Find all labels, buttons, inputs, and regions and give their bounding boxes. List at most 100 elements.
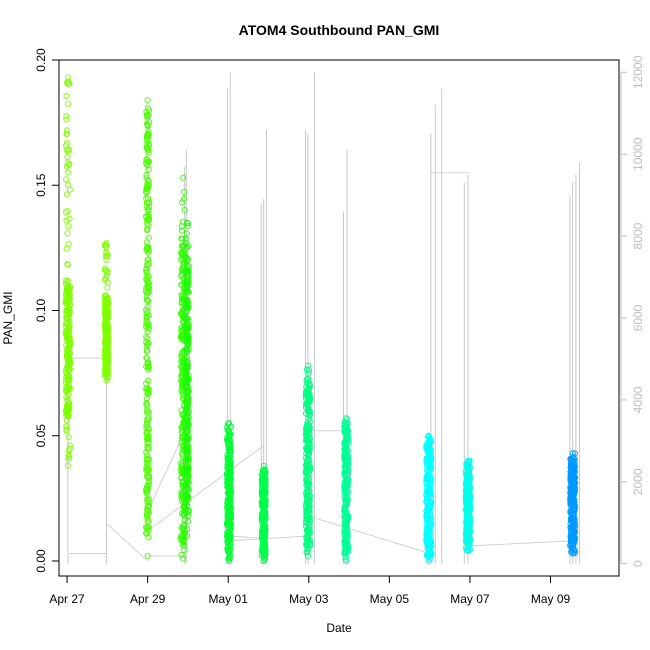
data-point — [184, 518, 192, 525]
data-point — [342, 430, 349, 437]
data-point — [306, 381, 313, 388]
data-point — [227, 511, 235, 518]
y-tick-label: 0.10 — [34, 298, 48, 322]
data-point — [185, 465, 192, 472]
data-point — [182, 426, 189, 433]
plot-frame — [58, 59, 620, 577]
data-point — [183, 254, 190, 261]
data-point — [260, 495, 268, 502]
data-point — [183, 348, 190, 355]
data-point — [143, 174, 150, 181]
data-point — [145, 285, 153, 292]
data-point — [178, 439, 185, 446]
data-point — [304, 428, 312, 435]
data-point — [185, 335, 192, 342]
data-point — [463, 537, 470, 544]
data-point — [184, 278, 191, 285]
data-point — [342, 532, 349, 539]
data-point — [181, 541, 188, 548]
data-point — [342, 469, 350, 476]
data-point — [426, 435, 433, 442]
data-point — [66, 445, 73, 452]
data-point — [102, 336, 110, 344]
data-point — [65, 344, 72, 352]
data-point — [63, 423, 70, 430]
data-point — [143, 239, 150, 246]
data-point — [145, 460, 152, 467]
data-point — [144, 297, 151, 304]
y2-tick-label: 4000 — [631, 386, 645, 413]
y-axis: 0.00 0.05 0.10 0.15 0.20 — [34, 48, 60, 573]
data-point — [64, 412, 71, 419]
data-cluster-5 — [223, 420, 235, 565]
data-point — [144, 308, 151, 315]
x-tick-label: Apr 27 — [49, 592, 85, 606]
data-point — [428, 465, 435, 472]
data-point — [425, 533, 432, 540]
data-point — [343, 415, 350, 422]
data-point — [63, 411, 71, 418]
data-point — [465, 495, 472, 502]
data-point — [145, 260, 152, 267]
data-point — [178, 222, 185, 230]
data-point — [428, 551, 435, 558]
data-point — [260, 557, 267, 565]
data-point — [427, 479, 434, 486]
data-point — [183, 326, 190, 333]
data-point — [65, 404, 72, 411]
data-point — [567, 497, 574, 504]
data-point — [64, 363, 71, 370]
data-point — [64, 462, 71, 469]
data-point — [227, 490, 235, 497]
data-point — [182, 448, 189, 455]
data-point — [426, 488, 433, 495]
data-point — [341, 429, 348, 436]
data-point — [63, 404, 70, 411]
data-point — [144, 440, 151, 447]
data-point — [103, 316, 110, 323]
data-point — [64, 280, 71, 287]
data-point — [183, 230, 190, 237]
data-point — [185, 281, 192, 288]
x-tick-label: May 03 — [289, 592, 329, 606]
data-point — [341, 478, 348, 485]
data-point — [183, 467, 190, 474]
data-point — [303, 519, 310, 526]
data-point — [184, 332, 191, 339]
data-point — [344, 515, 352, 522]
data-point — [427, 548, 434, 555]
data-point — [66, 186, 73, 193]
data-point — [64, 284, 71, 291]
data-point — [260, 484, 267, 492]
data-point — [65, 330, 72, 337]
data-point — [342, 445, 349, 452]
data-point — [341, 418, 348, 425]
data-point — [226, 515, 233, 522]
x-tick-label: May 07 — [450, 592, 490, 606]
data-point — [261, 518, 268, 525]
data-point — [225, 439, 233, 446]
data-point — [65, 312, 73, 320]
data-point — [184, 496, 191, 503]
data-point — [103, 249, 110, 256]
data-cluster-9 — [423, 432, 435, 565]
data-point — [144, 340, 151, 347]
data-point — [226, 437, 233, 444]
data-point — [568, 498, 575, 505]
data-point — [143, 112, 150, 119]
data-point — [184, 379, 191, 386]
data-point — [63, 387, 71, 394]
y-tick-label: 0.20 — [34, 48, 48, 72]
data-point — [341, 549, 348, 556]
data-point — [567, 508, 574, 515]
data-point — [104, 284, 111, 291]
data-point — [145, 364, 152, 371]
data-point — [103, 377, 110, 384]
data-point — [145, 183, 152, 190]
y-tick-label: 0.15 — [34, 173, 48, 197]
data-point — [183, 441, 190, 448]
data-point — [143, 306, 150, 313]
data-point — [304, 476, 311, 484]
y2-tick-label: 12000 — [631, 55, 645, 89]
data-point — [103, 355, 110, 362]
